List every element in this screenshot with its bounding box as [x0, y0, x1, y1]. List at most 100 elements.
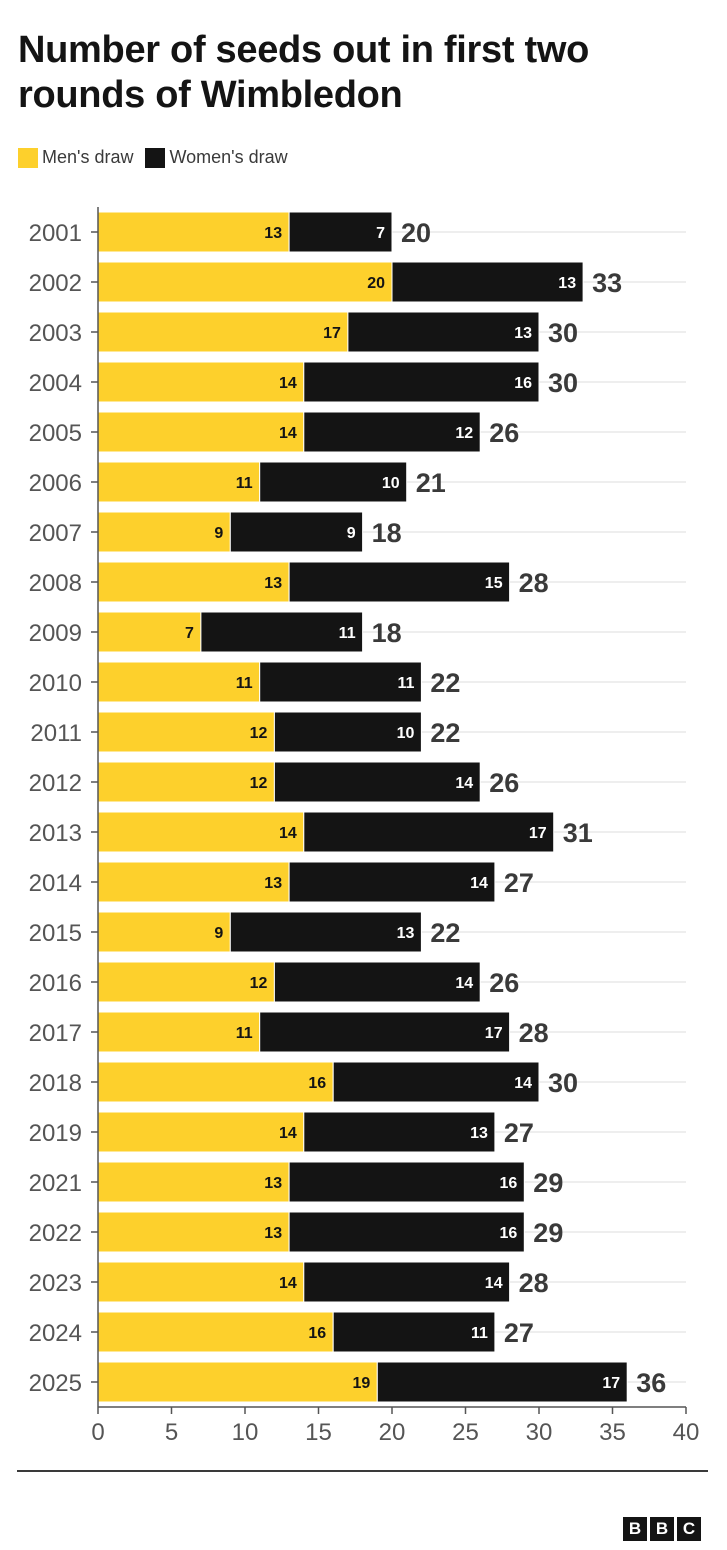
y-tick-label: 2006 [29, 470, 82, 497]
logo-letter: B [650, 1517, 674, 1541]
bar-womens-draw [332, 1061, 540, 1103]
bar-label-mens-draw: 19 [353, 1375, 371, 1392]
logo-letter: B [623, 1517, 647, 1541]
total-label: 20 [401, 218, 431, 248]
bar-womens-draw [332, 1311, 496, 1353]
logo-letter: C [677, 1517, 701, 1541]
bar-label-womens-draw: 14 [514, 1075, 532, 1092]
y-tick-label: 2017 [29, 1020, 82, 1047]
x-tick-label: 30 [526, 1419, 553, 1446]
bar-womens-draw [303, 1261, 511, 1303]
bar-label-mens-draw: 14 [279, 1275, 297, 1292]
bar-womens-draw [288, 861, 496, 903]
bar-womens-draw [303, 361, 540, 403]
total-label: 28 [519, 1268, 549, 1298]
bar-label-womens-draw: 11 [397, 675, 414, 692]
bar-mens-draw [97, 1211, 290, 1253]
bar-womens-draw [288, 211, 393, 253]
bar-womens-draw [229, 511, 364, 553]
bar-label-mens-draw: 14 [279, 425, 297, 442]
total-label: 18 [372, 518, 402, 548]
bar-label-mens-draw: 13 [264, 575, 282, 592]
bar-mens-draw [97, 561, 290, 603]
y-tick-label: 2007 [29, 520, 82, 547]
y-tick-label: 2004 [29, 370, 82, 397]
bar-mens-draw [97, 911, 231, 953]
bar-label-mens-draw: 9 [214, 525, 223, 542]
bar-womens-draw [259, 461, 408, 503]
bar-label-womens-draw: 17 [602, 1375, 620, 1392]
bar-label-mens-draw: 11 [236, 1025, 253, 1042]
bar-label-womens-draw: 16 [500, 1175, 518, 1192]
x-tick-label: 15 [305, 1419, 332, 1446]
bar-mens-draw [97, 1061, 334, 1103]
bar-womens-draw [273, 961, 481, 1003]
total-label: 29 [533, 1168, 563, 1198]
y-tick-label: 2022 [29, 1220, 82, 1247]
bar-label-womens-draw: 12 [455, 425, 473, 442]
bar-label-womens-draw: 14 [485, 1275, 503, 1292]
bar-womens-draw [259, 661, 422, 703]
y-tick-label: 2001 [29, 220, 82, 247]
total-label: 28 [519, 568, 549, 598]
bar-mens-draw [97, 1361, 378, 1403]
y-tick-label: 2023 [29, 1270, 82, 1297]
bar-label-womens-draw: 14 [455, 975, 473, 992]
x-tick-label: 10 [232, 1419, 259, 1446]
x-tick-label: 25 [452, 1419, 479, 1446]
bar-label-mens-draw: 13 [264, 1175, 282, 1192]
bar-label-womens-draw: 7 [376, 225, 385, 242]
y-tick-label: 2016 [29, 970, 82, 997]
bar-womens-draw [273, 711, 422, 753]
bar-label-mens-draw: 14 [279, 1125, 297, 1142]
y-tick-label: 2003 [29, 320, 82, 347]
bar-mens-draw [97, 411, 305, 453]
bar-mens-draw [97, 761, 275, 803]
bar-label-mens-draw: 11 [236, 475, 253, 492]
bar-label-womens-draw: 15 [485, 575, 503, 592]
legend-swatch-mens-draw [18, 147, 38, 168]
bar-label-mens-draw: 20 [367, 275, 385, 292]
bar-label-womens-draw: 10 [382, 475, 400, 492]
y-tick-label: 2015 [29, 920, 82, 947]
bar-label-womens-draw: 13 [558, 275, 576, 292]
bar-mens-draw [97, 1111, 305, 1153]
y-tick-label: 2005 [29, 420, 82, 447]
y-tick-label: 2011 [30, 720, 82, 747]
y-tick-label: 2014 [29, 870, 82, 897]
total-label: 30 [548, 1068, 578, 1098]
total-label: 27 [504, 868, 534, 898]
total-label: 18 [372, 618, 402, 648]
x-tick-label: 0 [91, 1419, 104, 1446]
bar-mens-draw [97, 1011, 261, 1053]
y-tick-label: 2025 [29, 1370, 82, 1397]
y-tick-label: 2021 [29, 1170, 82, 1197]
bar-mens-draw [97, 511, 231, 553]
bar-label-mens-draw: 14 [279, 375, 297, 392]
bar-label-womens-draw: 11 [471, 1325, 488, 1342]
total-label: 26 [489, 968, 519, 998]
bar-mens-draw [97, 1311, 334, 1353]
bar-womens-draw [288, 1161, 525, 1203]
total-label: 28 [519, 1018, 549, 1048]
bar-womens-draw [229, 911, 422, 953]
bar-mens-draw [97, 1261, 305, 1303]
legend-item-mens-draw: Men's draw [18, 147, 133, 168]
bar-label-mens-draw: 13 [264, 875, 282, 892]
bar-mens-draw [97, 961, 275, 1003]
bar-womens-draw [303, 1111, 496, 1153]
bar-mens-draw [97, 711, 275, 753]
total-label: 27 [504, 1318, 534, 1348]
bar-label-mens-draw: 9 [214, 925, 223, 942]
y-tick-label: 2024 [29, 1320, 82, 1347]
bar-label-mens-draw: 16 [308, 1075, 326, 1092]
bar-label-mens-draw: 12 [250, 775, 268, 792]
y-tick-label: 2018 [29, 1070, 82, 1097]
bar-mens-draw [97, 211, 290, 253]
bar-label-womens-draw: 17 [485, 1025, 503, 1042]
legend-label-mens-draw: Men's draw [42, 147, 134, 167]
bar-label-mens-draw: 17 [323, 325, 341, 342]
bar-womens-draw [303, 811, 555, 853]
bar-label-womens-draw: 9 [347, 525, 356, 542]
